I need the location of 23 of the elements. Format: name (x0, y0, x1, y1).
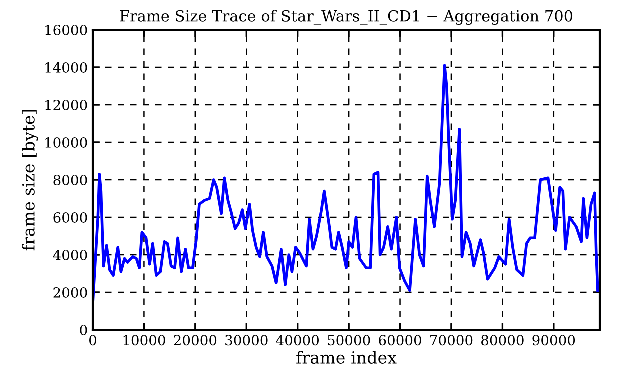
y-tick-label: 10000 (46, 137, 88, 148)
x-tick-label: 0 (89, 335, 96, 346)
x-tick-label: 70000 (430, 335, 473, 346)
x-tick-label: 50000 (328, 335, 370, 346)
line-series (93, 64, 600, 306)
x-tick-label: 80000 (482, 335, 524, 346)
x-tick-label: 60000 (379, 335, 422, 346)
x-tick-label: 90000 (532, 335, 576, 346)
x-axis-title: frame index (296, 351, 397, 364)
y-tick-label: 4000 (53, 250, 88, 260)
y-tick-label: 12000 (46, 100, 88, 110)
y-tick-label: 14000 (46, 62, 88, 73)
y-tick-label: 0 (80, 324, 88, 336)
chart-title: Frame Size Trace of Star_Wars_II_CD1 − Aggregation 700 (120, 10, 573, 26)
x-tick-label: 40000 (276, 335, 320, 346)
y-tick-label: 8000 (54, 174, 88, 186)
x-tick-label: 20000 (174, 335, 217, 346)
y-tick-label: 2000 (54, 287, 88, 298)
x-tick-label: 30000 (226, 335, 268, 346)
y-tick-label: 6000 (54, 212, 88, 223)
x-tick-label: 10000 (124, 335, 166, 346)
y-axis-title: frame size [byte] (22, 110, 38, 251)
y-tick-label: 16000 (46, 24, 88, 36)
